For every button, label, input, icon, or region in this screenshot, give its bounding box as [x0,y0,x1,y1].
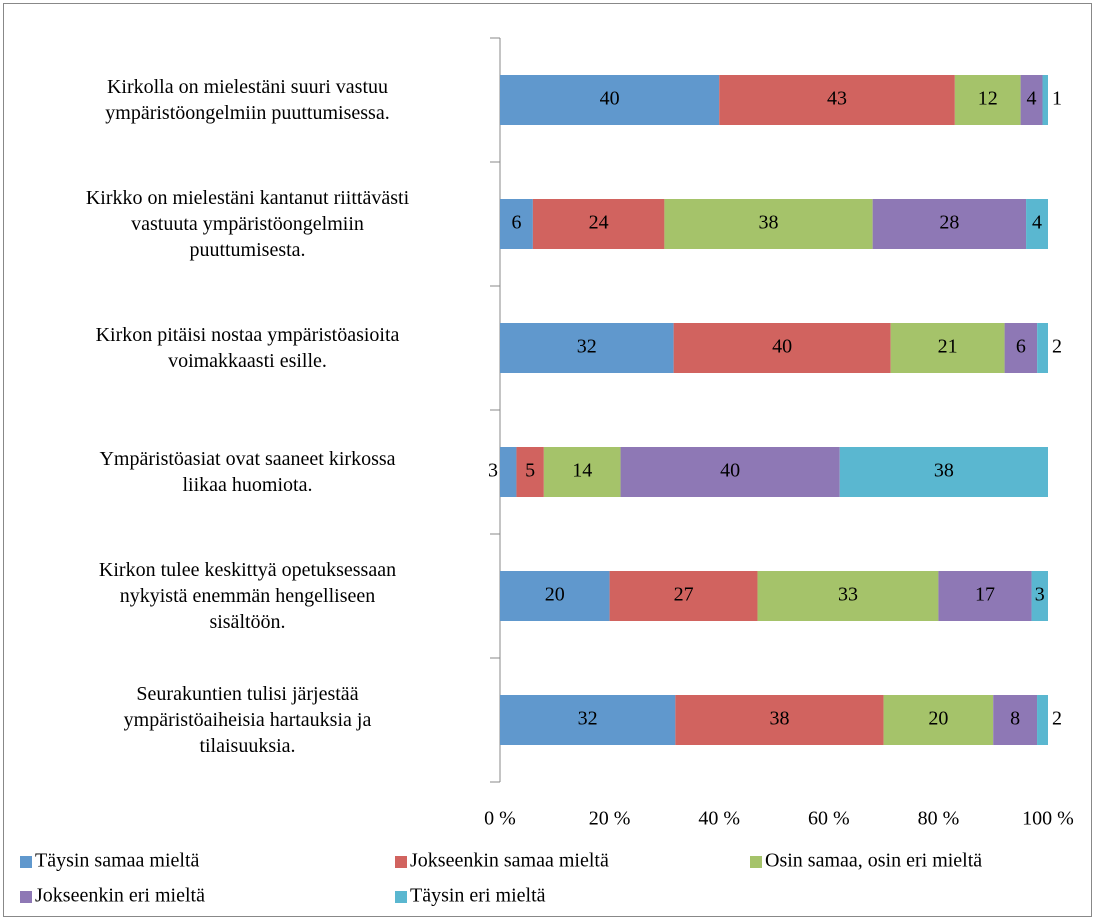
data-label: 38 [759,212,779,234]
x-tick-label: 80 % [918,808,960,830]
data-label: 5 [525,460,535,482]
bar-segment [532,199,665,249]
x-tick-label: 0 % [484,808,516,830]
data-label: 20 [928,708,948,730]
bar-segment [1037,323,1048,373]
bar-segment [620,447,840,497]
data-label: 17 [975,584,995,606]
legend-swatch [20,891,32,903]
data-label: 2 [1052,708,1062,730]
data-label: 8 [1010,708,1020,730]
bar-segment [675,695,884,745]
data-label: 40 [600,88,620,110]
x-tick-label: 100 % [1022,808,1074,830]
category-label: Kirkolla on mielestäni suuri vastuu ympä… [105,76,390,124]
legend-swatch [395,856,407,868]
x-tick-label: 40 % [698,808,740,830]
bar-segment [719,75,955,125]
frame-border [3,3,1092,917]
data-label: 20 [545,584,565,606]
bar-segment [1020,75,1043,125]
bar-segment [609,571,758,621]
data-label: 21 [938,336,958,358]
bar-segment [839,447,1048,497]
bar-segment [954,75,1021,125]
data-label: 40 [720,460,740,482]
data-label: 43 [827,88,847,110]
data-label: 27 [674,584,694,606]
category-label: Seurakuntien tulisi järjestää ympäristöa… [123,683,372,757]
data-label: 3 [488,460,498,482]
data-label: 6 [511,212,521,234]
data-label: 4 [1027,88,1037,110]
data-label: 32 [577,336,597,358]
legend-label: Täysin samaa mieltä [35,850,200,872]
data-label: 33 [838,584,858,606]
data-label: 3 [1035,584,1045,606]
data-label: 24 [589,212,609,234]
bar-segment [883,695,994,745]
bar-segment [872,199,1027,249]
category-label: Kirkko on mielestäni kantanut riittäväst… [85,187,410,261]
bar-segment [543,447,621,497]
bar-segment [500,199,533,249]
bar-segment [664,199,873,249]
data-label: 32 [578,708,598,730]
data-label: 2 [1052,336,1062,358]
legend-label: Täysin eri mieltä [410,885,546,907]
bar-segment [1042,75,1048,125]
bar-segment [757,571,939,621]
data-label: 40 [772,336,792,358]
legend-swatch [395,891,407,903]
data-label: 4 [1032,212,1042,234]
category-label: Kirkon pitäisi nostaa ympäristöasioita v… [95,324,400,372]
bar-segment [1037,695,1048,745]
legend-swatch [20,856,32,868]
bar-segment [673,323,891,373]
bar-segment [1004,323,1038,373]
bar-segment [938,571,1032,621]
legend-swatch [750,856,762,868]
data-label: 28 [939,212,959,234]
category-label: Kirkon tulee keskittyä opetuksessaan nyk… [98,559,397,633]
data-label: 1 [1052,88,1062,110]
bar-segment [500,323,674,373]
data-label: 38 [934,460,954,482]
legend-label: Osin samaa, osin eri mieltä [765,850,982,872]
legend-label: Jokseenkin samaa mieltä [410,850,609,872]
data-label: 6 [1016,336,1026,358]
bar-segment [1031,571,1048,621]
bar-segment [500,695,676,745]
data-label: 38 [769,708,789,730]
bar-segment [993,695,1038,745]
bar-segment [500,75,720,125]
bar-segment [500,447,517,497]
x-tick-label: 60 % [808,808,850,830]
data-label: 14 [572,460,592,482]
bar-segment [500,571,610,621]
bar-segment [516,447,544,497]
data-label: 12 [978,88,998,110]
legend-label: Jokseenkin eri mieltä [35,885,205,907]
bar-segment [890,323,1005,373]
x-tick-label: 20 % [589,808,631,830]
bar-segment [1026,199,1048,249]
category-label: Ympäristöasiat ovat saaneet kirkossa lii… [99,448,396,496]
